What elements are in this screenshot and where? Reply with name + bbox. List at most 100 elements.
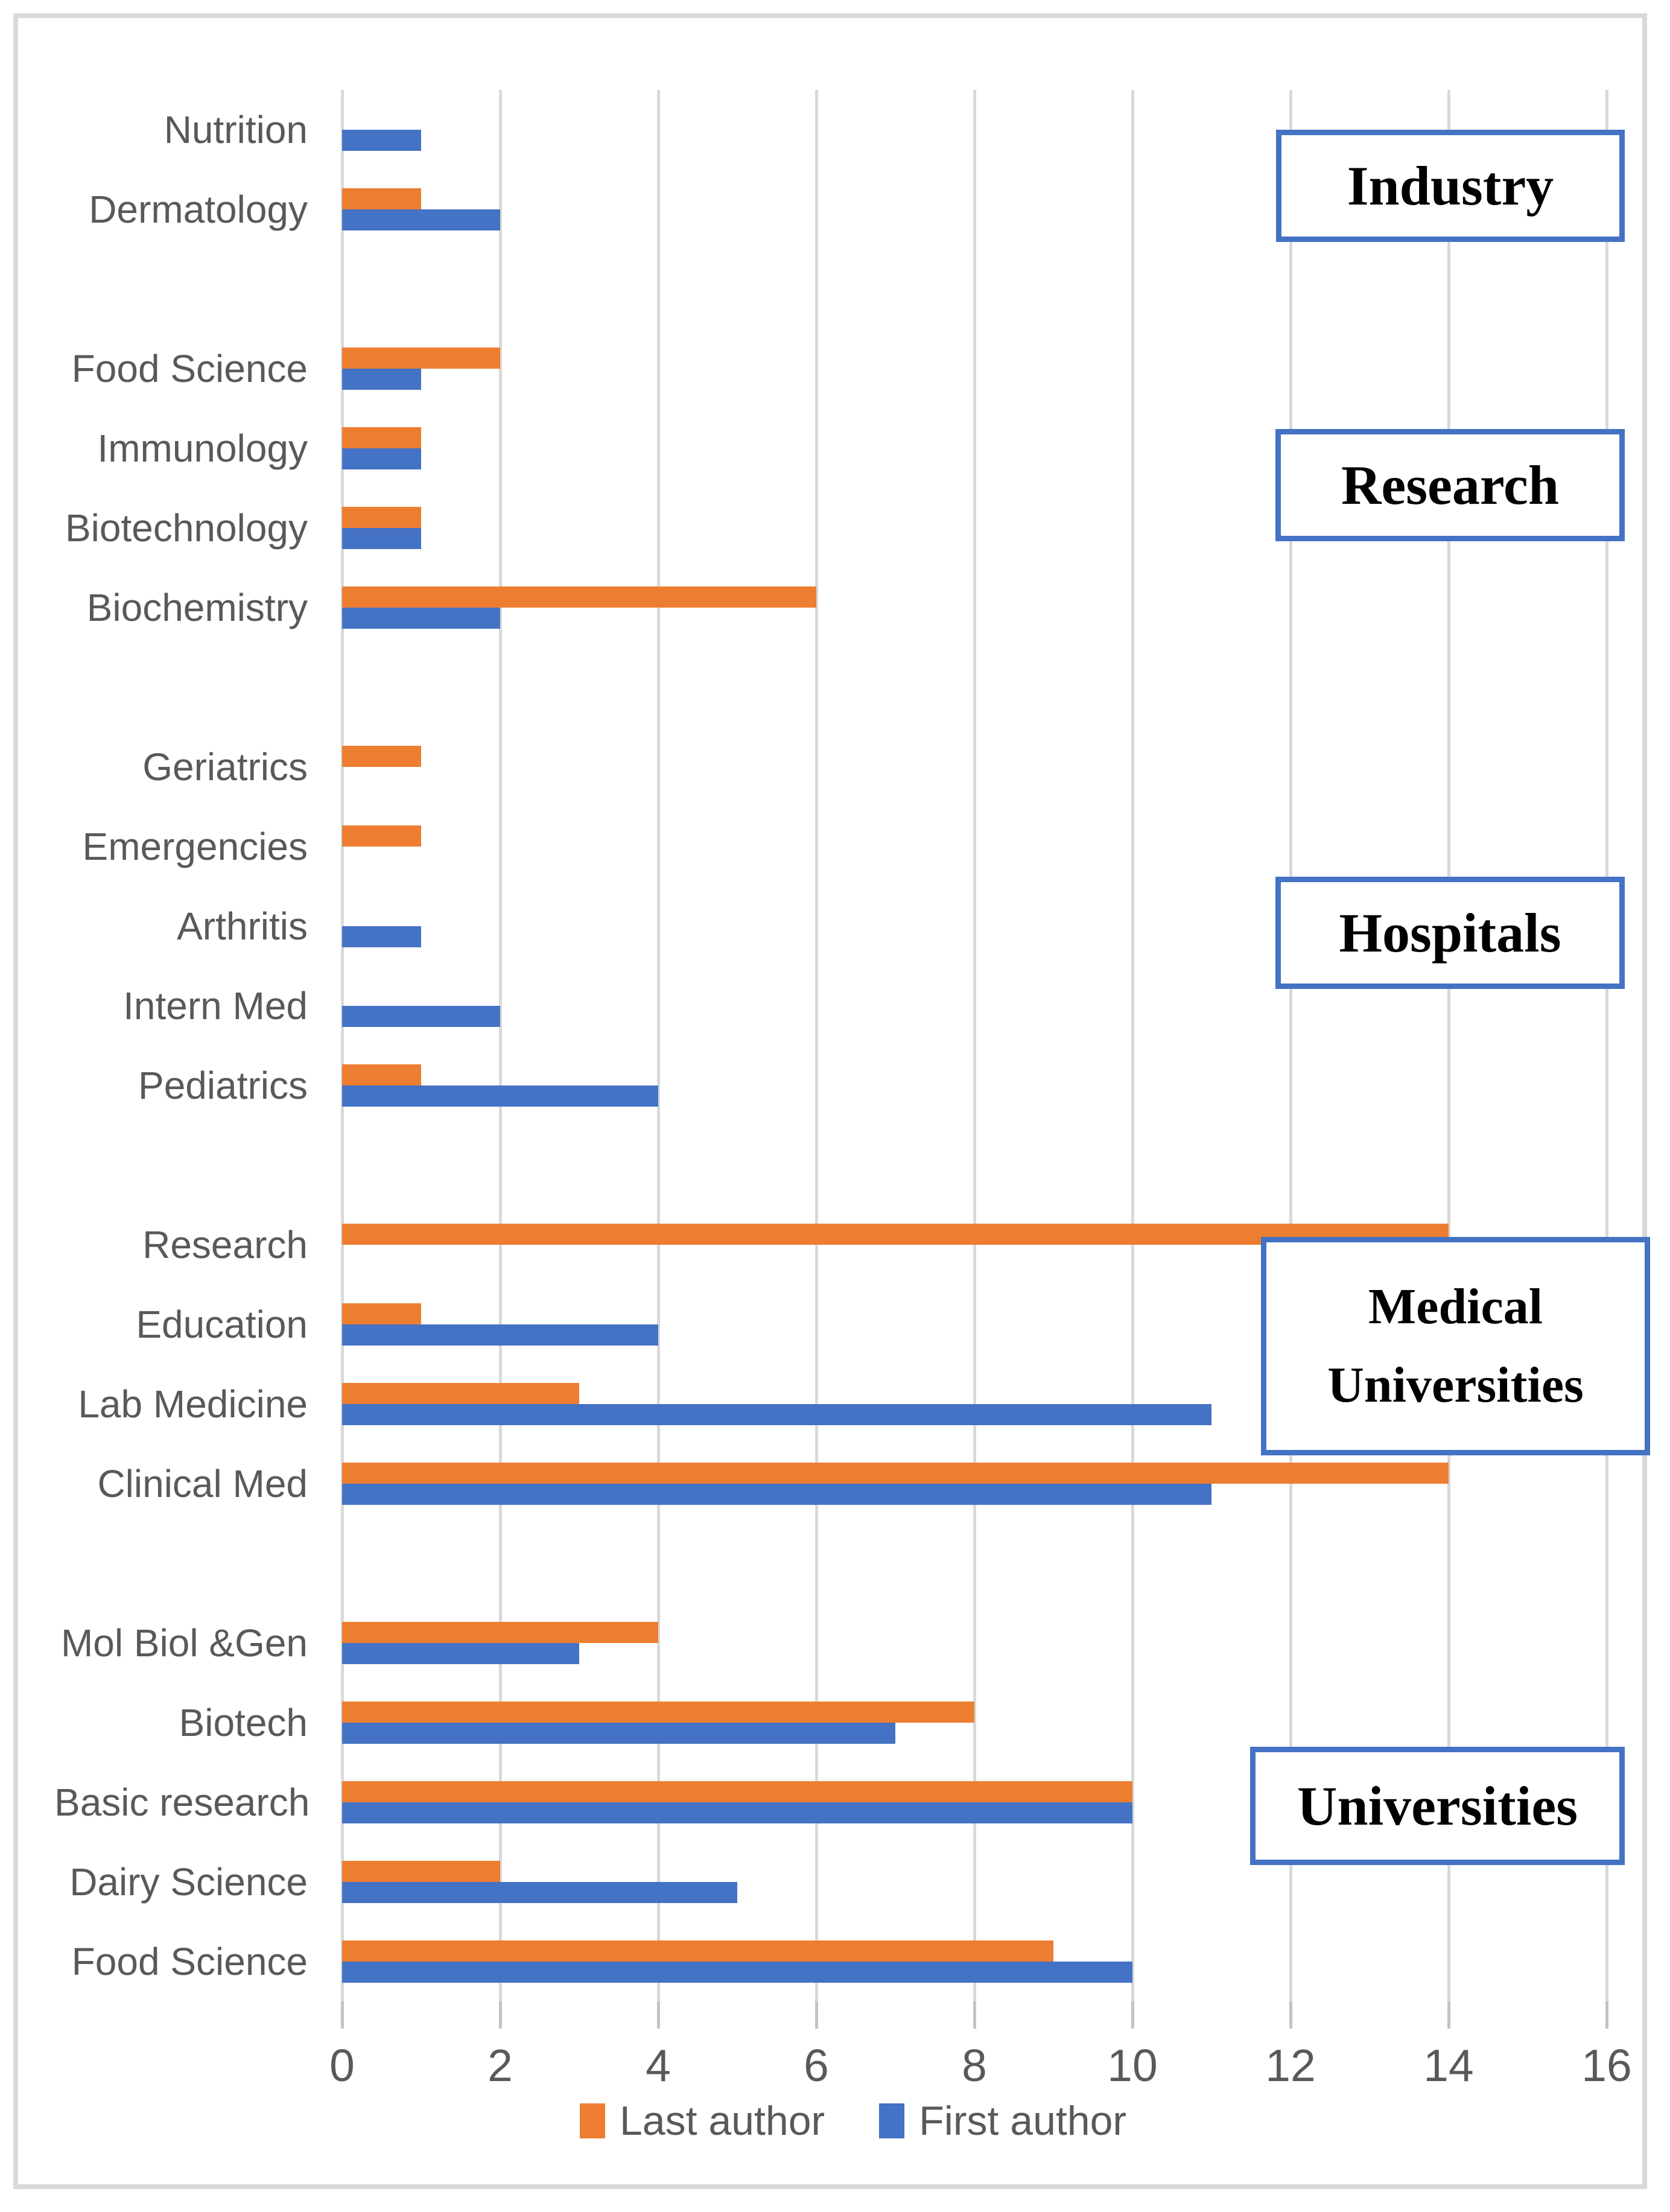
group-label-text: Research <box>1341 454 1560 516</box>
x-axis-label: 8 <box>962 2040 987 2091</box>
group-label-text: Medical <box>1368 1278 1543 1335</box>
gridline <box>1447 90 1450 2001</box>
bar-first-author <box>342 1484 1211 1505</box>
bar-last-author <box>342 1463 1449 1484</box>
x-axis-label: 6 <box>804 2040 829 2091</box>
legend-label: Last author <box>619 2098 825 2144</box>
group-label-text: Hospitals <box>1339 901 1561 964</box>
x-axis-tick <box>1447 2001 1450 2029</box>
bar-first-author <box>342 608 500 629</box>
category-label: Arthritis <box>177 904 308 948</box>
category-label: Dairy Science <box>69 1860 308 1904</box>
bar-first-author <box>342 1962 1132 1983</box>
bar-first-author <box>342 1802 1132 1823</box>
category-label: Emergencies <box>82 825 308 868</box>
group-label-box-medical-universities: Medical Universities <box>1261 1237 1650 1455</box>
category-label: Clinical Med <box>97 1462 308 1505</box>
bar-first-author <box>342 369 421 390</box>
category-label: Food Science <box>71 1940 308 1983</box>
gridline <box>1131 90 1134 2001</box>
category-label: Dermatology <box>89 188 308 231</box>
gridline <box>499 90 502 2001</box>
last-author-swatch-icon <box>579 2103 605 2138</box>
x-axis-tick <box>815 2001 818 2029</box>
x-axis-tick <box>499 2001 502 2029</box>
legend-item-first-author: First author <box>879 2100 1126 2141</box>
x-axis-label: 14 <box>1423 2040 1474 2091</box>
x-axis-label: 2 <box>487 2040 513 2091</box>
bar-last-author <box>342 1622 658 1643</box>
bar-last-author <box>342 1861 500 1882</box>
bar-last-author <box>342 348 500 369</box>
bar-first-author <box>342 448 421 469</box>
bar-last-author <box>342 1064 421 1085</box>
category-label: Biochemistry <box>86 586 308 629</box>
bar-first-author <box>342 1882 737 1903</box>
bar-last-author <box>342 1781 1132 1802</box>
first-author-swatch-icon <box>879 2103 905 2138</box>
legend-label: First author <box>919 2098 1127 2144</box>
category-label: Basic research <box>54 1781 310 1824</box>
bar-last-author <box>342 1303 421 1324</box>
group-label-box-universities: Universities <box>1250 1747 1625 1865</box>
x-axis-label: 16 <box>1581 2040 1632 2091</box>
x-axis-label: 10 <box>1107 2040 1158 2091</box>
gridline <box>341 90 344 2001</box>
x-axis-label: 12 <box>1265 2040 1316 2091</box>
bar-last-author <box>342 507 421 528</box>
bar-first-author <box>342 1085 658 1107</box>
gridline <box>973 90 976 2001</box>
bar-first-author <box>342 1006 500 1027</box>
gridline <box>657 90 660 2001</box>
gridline <box>815 90 818 2001</box>
bar-first-author <box>342 926 421 947</box>
category-label: Mol Biol &Gen <box>60 1621 308 1665</box>
bar-last-author <box>342 1383 579 1404</box>
group-label-box-hospitals: Hospitals <box>1275 877 1625 989</box>
bar-first-author <box>342 1643 579 1664</box>
category-label: Immunology <box>97 427 308 470</box>
legend-item-last-author: Last author <box>579 2098 825 2144</box>
x-axis-tick <box>1605 2001 1608 2029</box>
x-axis-label: 0 <box>329 2040 355 2091</box>
bar-first-author <box>342 130 421 151</box>
group-label-text: Industry <box>1347 154 1554 217</box>
x-axis-tick <box>973 2001 976 2029</box>
bar-last-author <box>342 825 421 847</box>
bar-first-author <box>342 1324 658 1346</box>
bar-last-author <box>342 746 421 767</box>
bar-last-author <box>342 427 421 448</box>
bar-last-author <box>342 188 421 209</box>
x-axis-tick <box>1289 2001 1292 2029</box>
bar-first-author <box>342 209 500 230</box>
category-label: Geriatrics <box>142 745 308 789</box>
group-label-box-industry: Industry <box>1276 130 1625 242</box>
category-label: Lab Medicine <box>78 1382 308 1426</box>
group-label-text: Universities <box>1327 1357 1584 1413</box>
group-label-text: Universities <box>1297 1775 1578 1837</box>
group-label-box-research: Research <box>1275 429 1625 541</box>
category-label: Biotechnology <box>65 506 308 550</box>
category-label: Research <box>142 1223 308 1266</box>
category-label: Nutrition <box>164 108 308 151</box>
x-axis-tick <box>657 2001 660 2029</box>
x-axis-tick <box>1131 2001 1134 2029</box>
bar-last-author <box>342 1940 1053 1962</box>
bar-first-author <box>342 1723 895 1744</box>
category-label: Education <box>136 1303 308 1346</box>
gridline <box>1289 90 1292 2001</box>
chart-frame: 0 2 4 6 8 10 12 14 16 Nutrition Dermatology Food Sc… <box>13 13 1650 2189</box>
legend: Last author First author <box>18 2094 1670 2148</box>
bar-first-author <box>342 528 421 549</box>
category-label: Biotech <box>179 1701 308 1744</box>
bar-last-author <box>342 586 816 608</box>
category-label: Food Science <box>71 347 308 390</box>
bar-last-author <box>342 1702 974 1723</box>
gridline <box>1605 90 1608 2001</box>
x-axis-tick <box>341 2001 344 2029</box>
category-label: Pediatrics <box>138 1064 308 1107</box>
x-axis-label: 4 <box>646 2040 671 2091</box>
category-label: Intern Med <box>123 984 308 1028</box>
bar-first-author <box>342 1404 1211 1425</box>
